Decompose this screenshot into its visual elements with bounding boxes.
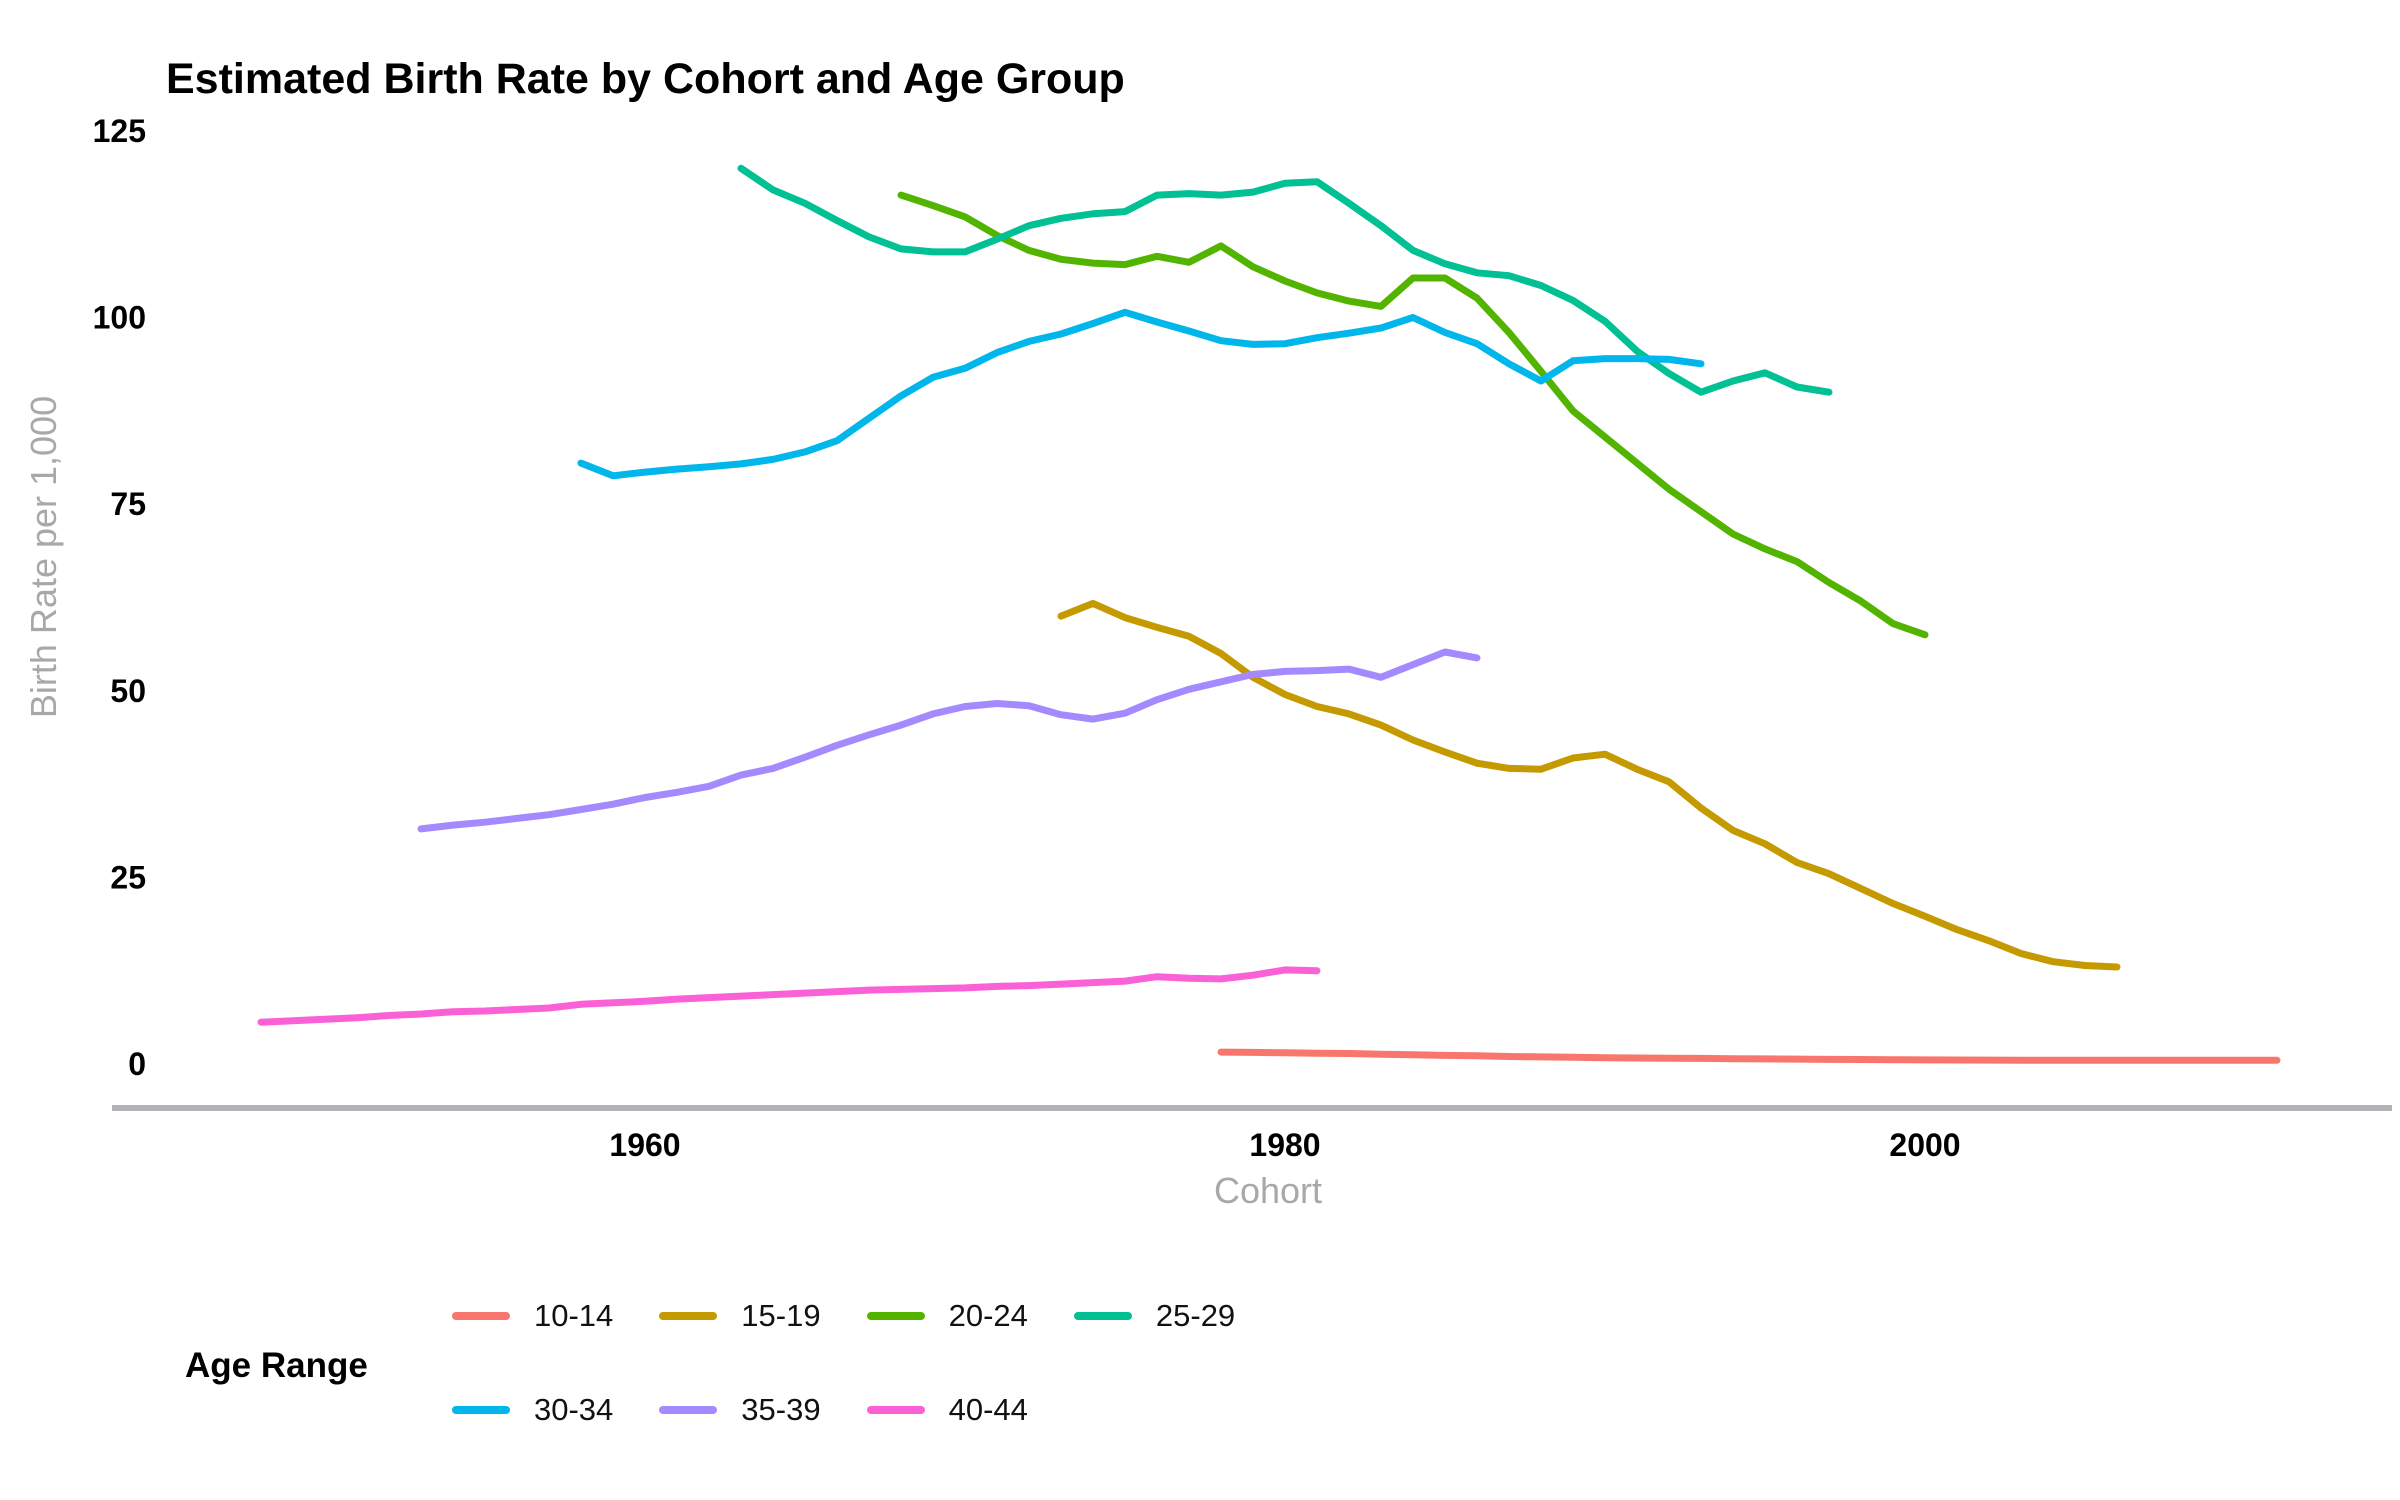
legend-label: 40-44 bbox=[948, 1392, 1028, 1427]
y-tick-label: 25 bbox=[110, 859, 146, 895]
series-line-40-44 bbox=[257, 966, 1321, 1026]
legend-item-40-44: 40-44 bbox=[866, 1392, 1028, 1428]
legend-item-35-39: 35-39 bbox=[659, 1392, 821, 1428]
y-tick-label: 125 bbox=[93, 113, 146, 149]
legend-swatch-30-34 bbox=[452, 1406, 510, 1414]
x-tick-label: 2000 bbox=[1889, 1127, 1960, 1163]
legend-item-25-29: 25-29 bbox=[1073, 1298, 1236, 1334]
plot-area: 0 25 50 75 100 125 1960 1980 2000 bbox=[93, 113, 2392, 1163]
legend-label: 20-24 bbox=[948, 1298, 1028, 1333]
x-tick-label: 1960 bbox=[609, 1127, 680, 1163]
legend-swatch-15-19 bbox=[659, 1312, 718, 1320]
legend-swatch-25-29 bbox=[1073, 1312, 1132, 1320]
legend: 10-14 15-19 20-24 25-29 30-34 35-39 40-44 bbox=[452, 1298, 1281, 1428]
series-line-15-19 bbox=[1057, 599, 2121, 971]
y-tick-label: 75 bbox=[110, 486, 146, 522]
legend-swatch-40-44 bbox=[866, 1406, 925, 1414]
series-line-35-39 bbox=[417, 648, 1481, 833]
legend-label: 35-39 bbox=[741, 1392, 821, 1427]
legend-item-20-24: 20-24 bbox=[866, 1298, 1028, 1334]
y-tick-label: 100 bbox=[93, 300, 146, 336]
legend-item-10-14: 10-14 bbox=[452, 1298, 613, 1334]
legend-swatch-20-24 bbox=[866, 1312, 925, 1320]
legend-row: 30-34 35-39 40-44 bbox=[452, 1392, 1281, 1428]
chart-title: Estimated Birth Rate by Cohort and Age G… bbox=[166, 55, 1125, 103]
legend-swatch-35-39 bbox=[659, 1406, 718, 1414]
legend-label: 25-29 bbox=[1155, 1298, 1236, 1333]
legend-title: Age Range bbox=[185, 1346, 368, 1385]
legend-item-30-34: 30-34 bbox=[452, 1392, 613, 1428]
legend-label: 30-34 bbox=[534, 1392, 614, 1427]
series-line-20-24 bbox=[897, 191, 1929, 639]
legend-swatch-10-14 bbox=[452, 1312, 510, 1320]
legend-row: 10-14 15-19 20-24 25-29 bbox=[452, 1298, 1281, 1334]
y-tick-label: 50 bbox=[110, 673, 146, 709]
y-tick-label: 0 bbox=[128, 1046, 146, 1082]
legend-label: 10-14 bbox=[534, 1298, 614, 1333]
x-axis-title: Cohort bbox=[1213, 1170, 1323, 1211]
legend-item-15-19: 15-19 bbox=[659, 1298, 821, 1334]
series-line-10-14 bbox=[1217, 1048, 2281, 1064]
x-tick-label: 1980 bbox=[1249, 1127, 1320, 1163]
legend-label: 15-19 bbox=[741, 1298, 821, 1333]
series-line-30-34 bbox=[577, 308, 1705, 480]
